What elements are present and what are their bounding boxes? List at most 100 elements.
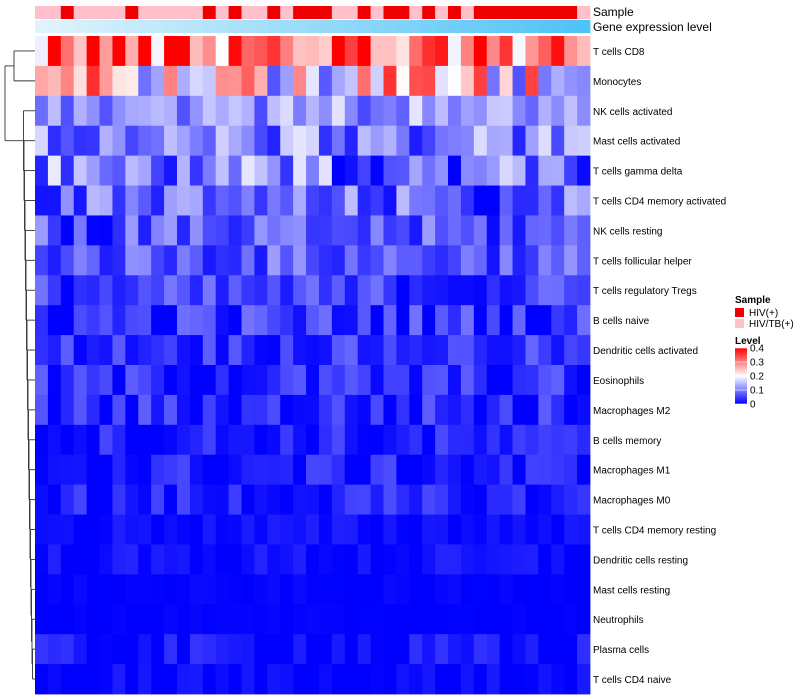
heatmap-cell (228, 245, 242, 276)
heatmap-cell (151, 125, 165, 157)
heatmap-cell (525, 484, 539, 515)
heatmap-cell (267, 484, 281, 515)
heatmap-cell (435, 275, 449, 306)
heatmap-cell (448, 185, 462, 216)
heatmap-cell (293, 574, 307, 605)
heatmap-cell (499, 544, 513, 575)
expression-annotation-cell (344, 20, 359, 33)
heatmap-cell (525, 604, 539, 635)
heatmap-cell (512, 514, 526, 545)
heatmap-cell (473, 95, 488, 127)
heatmap-cell (189, 185, 204, 216)
heatmap-cell (383, 215, 397, 246)
heatmap-cell (151, 36, 165, 67)
heatmap-cell (422, 365, 436, 396)
heatmap-cell (228, 394, 242, 426)
heatmap-cell (448, 36, 462, 67)
heatmap-cell (422, 95, 436, 127)
sample-annotation-cell (538, 6, 552, 19)
heatmap-cell (228, 604, 242, 635)
heatmap-cell (370, 155, 384, 186)
heatmap-cell (35, 275, 49, 306)
heatmap-cell (422, 424, 436, 456)
heatmap-cell (86, 544, 100, 575)
heatmap-cell (280, 604, 294, 635)
heatmap-cell (318, 454, 333, 486)
sample-annotation-cell (151, 6, 165, 19)
heatmap-cell (254, 65, 268, 97)
heatmap-cell (538, 484, 552, 515)
heatmap-cell (228, 305, 242, 336)
heatmap-cell (151, 365, 165, 396)
heatmap-cell (164, 514, 178, 545)
heatmap-cell (318, 275, 333, 306)
expression-annotation-cell (73, 20, 88, 33)
heatmap-cell (151, 155, 165, 186)
heatmap-cell (331, 335, 346, 366)
sample-annotation-cell (344, 6, 359, 19)
sample-annotation-cell (460, 6, 475, 19)
heatmap-cell (267, 574, 281, 605)
sample-annotation-cell (138, 6, 152, 19)
heatmap-cell (460, 365, 475, 396)
heatmap-cell (306, 245, 320, 276)
heatmap-cell (267, 245, 281, 276)
heatmap-cell (35, 454, 49, 486)
heatmap-cell (512, 95, 526, 127)
heatmap-cell (306, 275, 320, 306)
heatmap-cell (112, 185, 126, 216)
heatmap-cell (383, 155, 397, 186)
heatmap-cell (525, 36, 539, 67)
heatmap-cell (383, 185, 397, 216)
heatmap-cell (344, 574, 359, 605)
heatmap-cell (499, 185, 513, 216)
heatmap-cell (293, 335, 307, 366)
heatmap-cell (267, 394, 281, 426)
heatmap-cell (47, 95, 62, 127)
heatmap-cell (318, 215, 333, 246)
heatmap-cell (241, 275, 255, 306)
heatmap-cell (460, 215, 475, 246)
heatmap-cell (435, 155, 449, 186)
heatmap-cell (176, 664, 191, 695)
level-legend-title: Level (735, 336, 761, 347)
sample-annotation-cell (306, 6, 320, 19)
heatmap-cell (396, 125, 410, 157)
heatmap-cell (267, 335, 281, 366)
heatmap-cell (306, 185, 320, 216)
heatmap-cell (396, 544, 410, 575)
heatmap-cell (473, 125, 488, 157)
heatmap-cell (60, 215, 75, 246)
heatmap-cell (499, 394, 513, 426)
expression-annotation-cell (525, 20, 539, 33)
heatmap-cell (293, 95, 307, 127)
heatmap-cell (383, 604, 397, 635)
heatmap-cell (344, 365, 359, 396)
heatmap-cell (138, 424, 152, 456)
heatmap-cell (47, 484, 62, 515)
heatmap-cell (267, 125, 281, 157)
heatmap-cell (47, 664, 62, 695)
heatmap-cell (357, 424, 371, 456)
heatmap-cell (202, 634, 217, 665)
heatmap-cell (215, 95, 230, 127)
heatmap-cell (486, 424, 501, 456)
heatmap-cell (151, 664, 165, 695)
heatmap-cell (564, 36, 578, 67)
heatmap-cell (215, 574, 230, 605)
heatmap-cell (422, 305, 436, 336)
heatmap-cell (112, 484, 126, 515)
heatmap-cell (473, 664, 488, 695)
heatmap-cell (267, 604, 281, 635)
heatmap-cell (331, 185, 346, 216)
sample-annotation-cell (280, 6, 294, 19)
heatmap-cell (486, 574, 501, 605)
sample-annotation-cell (370, 6, 384, 19)
heatmap-cell (47, 514, 62, 545)
heatmap-cell (254, 245, 268, 276)
heatmap-cell (435, 36, 449, 67)
heatmap-cell (293, 125, 307, 157)
heatmap-cell (241, 634, 255, 665)
heatmap-cell (280, 95, 294, 127)
sample-annotation-cell (47, 6, 62, 19)
